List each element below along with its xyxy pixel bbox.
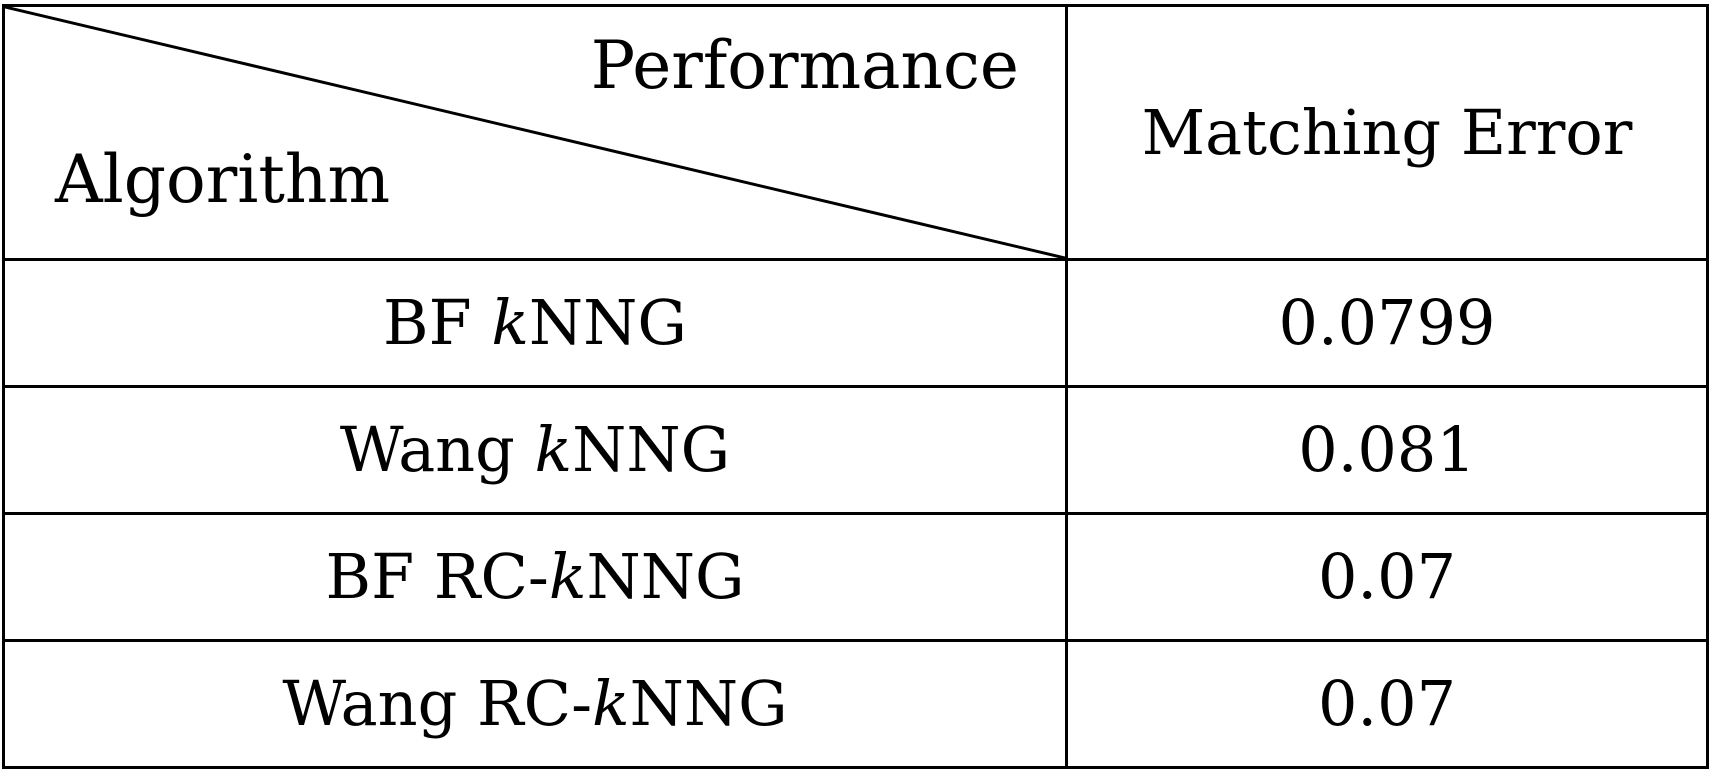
- algorithm-cell: Wang kNNG: [2, 385, 1068, 515]
- table-row: Wang kNNG 0.081: [2, 385, 1709, 515]
- algorithm-prefix: BF: [383, 286, 492, 359]
- algorithm-suffix: NNG: [629, 667, 788, 740]
- algorithm-k: k: [534, 413, 573, 486]
- header-matching-error: Matching Error: [1065, 4, 1709, 261]
- results-table: Performance Algorithm Matching Error BF …: [2, 4, 1709, 769]
- algorithm-cell: Wang RC-kNNG: [2, 639, 1068, 769]
- algorithm-cell: BF RC-kNNG: [2, 512, 1068, 642]
- algorithm-k: k: [491, 286, 529, 359]
- table-header-row: Performance Algorithm Matching Error: [2, 4, 1709, 261]
- algorithm-prefix: Wang RC-: [282, 667, 593, 740]
- table-row: BF RC-kNNG 0.07: [2, 512, 1709, 642]
- table-row: Wang RC-kNNG 0.07: [2, 639, 1709, 769]
- matching-error-value: 0.0799: [1065, 258, 1709, 388]
- matching-error-value: 0.07: [1065, 512, 1709, 642]
- algorithm-prefix: Wang: [339, 413, 535, 486]
- table-row: BF kNNG 0.0799: [2, 258, 1709, 388]
- diagonal-header-cell: Performance Algorithm: [2, 4, 1068, 261]
- algorithm-k: k: [548, 540, 587, 613]
- algorithm-prefix: BF RC-: [325, 540, 549, 613]
- results-table-container: Performance Algorithm Matching Error BF …: [2, 4, 1709, 769]
- algorithm-suffix: NNG: [528, 286, 687, 359]
- matching-error-value: 0.07: [1065, 639, 1709, 769]
- algorithm-k: k: [592, 667, 630, 740]
- algorithm-suffix: NNG: [586, 540, 745, 613]
- header-algorithm-label: Algorithm: [55, 141, 391, 218]
- algorithm-cell: BF kNNG: [2, 258, 1068, 388]
- diagonal-divider: [5, 7, 1065, 258]
- algorithm-suffix: NNG: [572, 413, 731, 486]
- matching-error-value: 0.081: [1065, 385, 1709, 515]
- header-performance-label: Performance: [590, 27, 1019, 104]
